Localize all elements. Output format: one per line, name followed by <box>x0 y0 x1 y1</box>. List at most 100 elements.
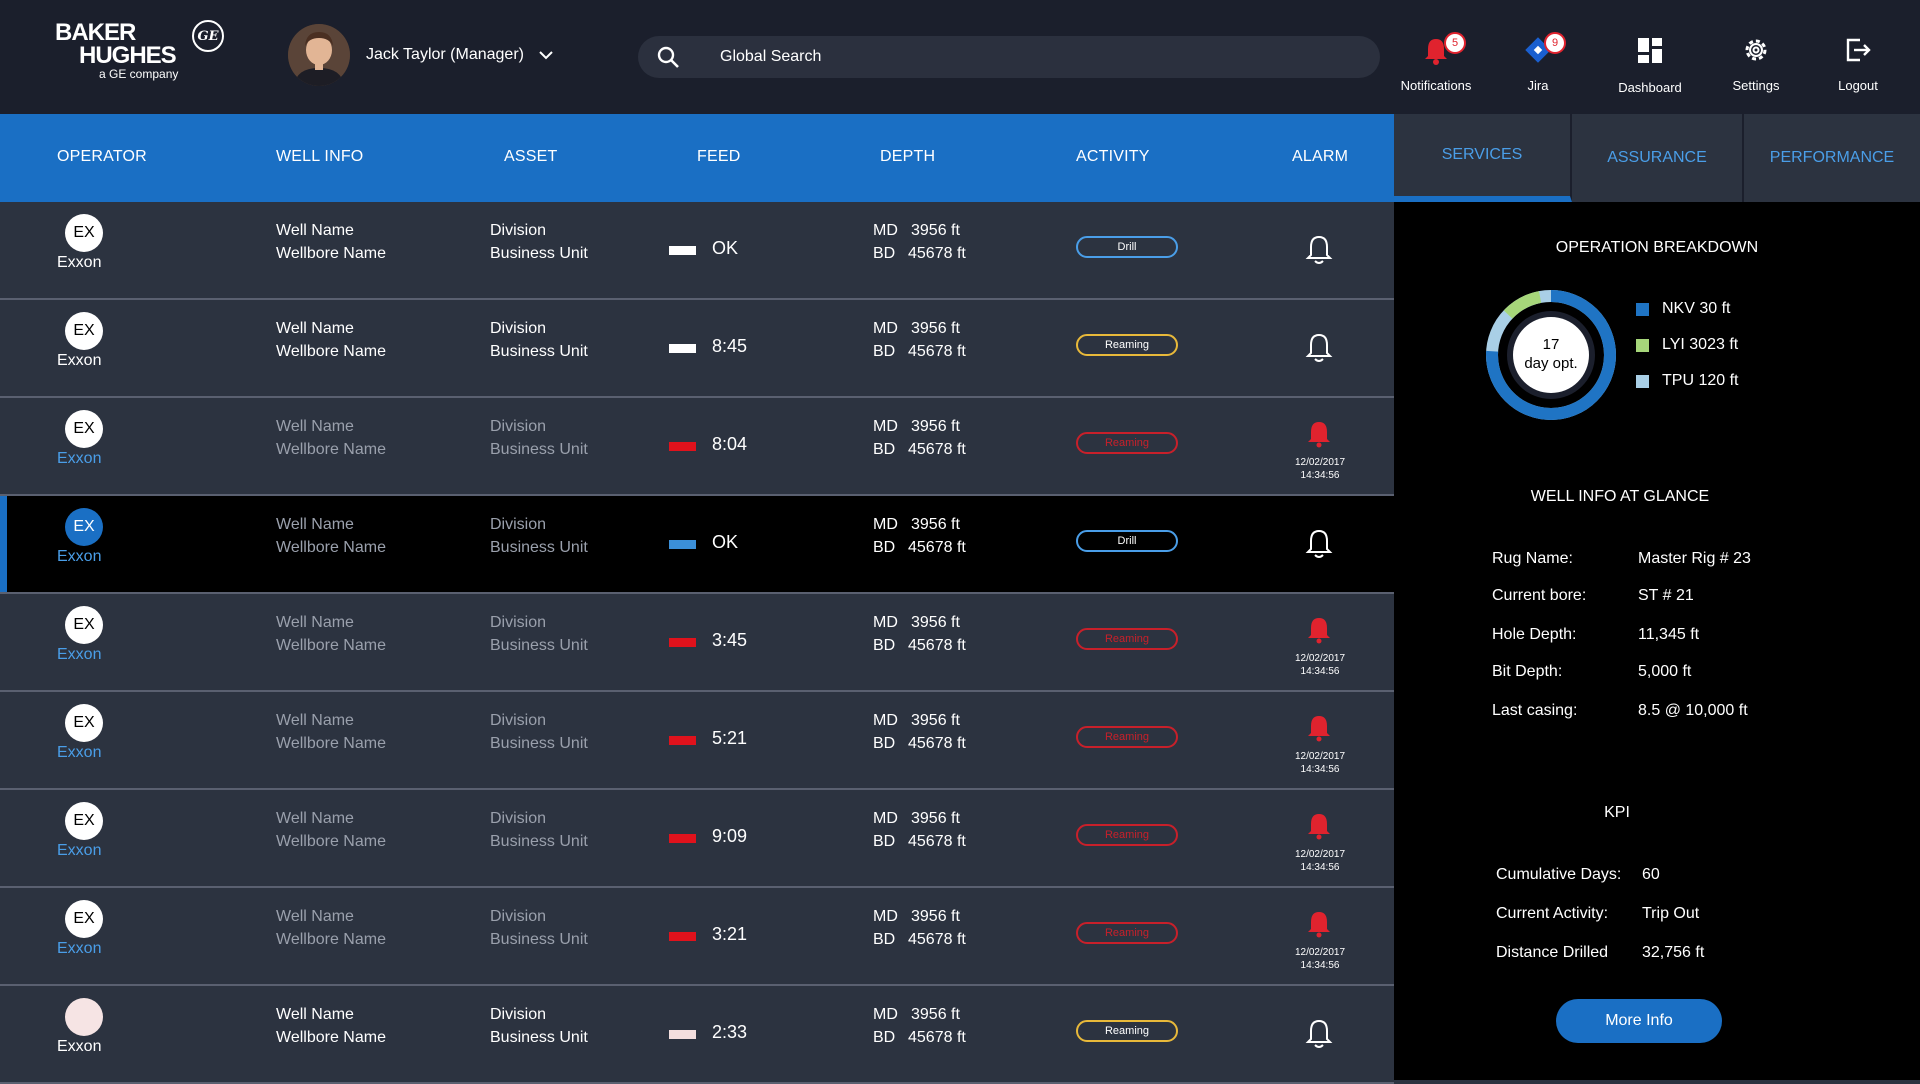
table-row[interactable]: EX Exxon Well Name Wellbore Name Division Bus… <box>0 888 1394 986</box>
operator-name[interactable]: Exxon <box>57 450 102 467</box>
activity-badge[interactable]: Reaming <box>1076 726 1178 748</box>
baker-hughes-logo[interactable]: BAKER HUGHES a GE company <box>55 21 185 82</box>
table-row[interactable]: EX Exxon Well Name Wellbore Name Division Bus… <box>0 398 1394 496</box>
alarm-timestamp: 12/02/2017 14:34:56 <box>1280 652 1360 678</box>
dashboard-button[interactable]: Dashboard <box>1600 28 1700 98</box>
tab-assurance[interactable]: ASSURANCE <box>1572 114 1744 202</box>
bd-value: 45678 ft <box>908 1029 966 1046</box>
col-depth[interactable]: DEPTH <box>880 148 936 165</box>
col-operator[interactable]: OPERATOR <box>57 148 147 165</box>
alarm-timestamp: 12/02/2017 14:34:56 <box>1280 750 1360 776</box>
operation-breakdown-title: OPERATION BREAKDOWN <box>1555 239 1759 256</box>
table-row[interactable]: EX Exxon Well Name Wellbore Name Division Bus… <box>0 202 1394 300</box>
activity-badge[interactable]: Reaming <box>1076 334 1178 356</box>
notifications-label: Notifications <box>1400 78 1472 93</box>
bd-value: 45678 ft <box>908 735 966 752</box>
table-row[interactable]: EX Exxon Well Name Wellbore Name Division Bus… <box>0 692 1394 790</box>
operator-name[interactable]: Exxon <box>57 548 102 565</box>
feed-status-bar <box>669 540 696 549</box>
details-panel: SERVICES ASSURANCE PERFORMANCE OPERATION… <box>1394 114 1920 1080</box>
well-info-title: WELL INFO AT GLANCE <box>1530 488 1710 505</box>
asset-division: Division <box>490 614 547 631</box>
bell-icon[interactable] <box>1305 1018 1333 1050</box>
operator-name[interactable]: Exxon <box>57 1038 102 1055</box>
bell-icon[interactable] <box>1305 528 1333 560</box>
more-info-button[interactable]: More Info <box>1556 999 1722 1043</box>
activity-badge[interactable]: Drill <box>1076 530 1178 552</box>
operator-name[interactable]: Exxon <box>57 842 102 859</box>
operator-name[interactable]: Exxon <box>57 744 102 761</box>
operator-name[interactable]: Exxon <box>57 940 102 957</box>
asset-division: Division <box>490 908 547 925</box>
alarm-timestamp: 12/02/2017 14:34:56 <box>1280 848 1360 874</box>
feed-value: 3:21 <box>712 924 748 944</box>
wellbore-name: Wellbore Name <box>276 735 386 752</box>
dashboard-icon <box>1634 34 1666 66</box>
tab-services[interactable]: SERVICES <box>1394 114 1572 202</box>
table-row[interactable]: EX Exxon Well Name Wellbore Name Division Bus… <box>0 594 1394 692</box>
alarm-clock: 14:34:56 <box>1300 764 1340 775</box>
wellbore-name: Wellbore Name <box>276 1029 386 1046</box>
avatar[interactable] <box>288 24 350 86</box>
logout-button[interactable]: Logout <box>1808 28 1908 98</box>
bd-label: BD <box>873 343 896 360</box>
bd-value: 45678 ft <box>908 931 966 948</box>
alarm-active-icon[interactable] <box>1306 714 1332 742</box>
well-name: Well Name <box>276 712 354 729</box>
well-name: Well Name <box>276 418 354 435</box>
well-info-label: Bit Depth: <box>1492 663 1563 680</box>
table-row[interactable]: Exxon Well Name Wellbore Name Division Busin… <box>0 986 1394 1084</box>
table-row[interactable]: EX Exxon Well Name Wellbore Name Division Bus… <box>0 790 1394 888</box>
global-search[interactable]: Global Search <box>638 36 1380 78</box>
operator-name[interactable]: Exxon <box>57 254 102 271</box>
table-row[interactable]: EX Exxon Well Name Wellbore Name Division Bus… <box>0 496 1394 594</box>
search-icon[interactable] <box>656 45 680 69</box>
alarm-active-icon[interactable] <box>1306 420 1332 448</box>
col-well-info[interactable]: WELL INFO <box>276 148 364 165</box>
alarm-active-icon[interactable] <box>1306 812 1332 840</box>
operator-name[interactable]: Exxon <box>57 352 102 369</box>
notifications-button[interactable]: 5 Notifications <box>1386 28 1486 98</box>
alarm-active-icon[interactable] <box>1306 616 1332 644</box>
asset-division: Division <box>490 1006 547 1023</box>
activity-badge[interactable]: Reaming <box>1076 922 1178 944</box>
tab-performance[interactable]: PERFORMANCE <box>1769 149 1895 166</box>
md-value: 3956 ft <box>911 614 960 631</box>
legend-swatch <box>1636 339 1649 352</box>
col-activity[interactable]: ACTIVITY <box>1076 148 1150 165</box>
wellbore-name: Wellbore Name <box>276 539 386 556</box>
bell-icon[interactable] <box>1305 332 1333 364</box>
activity-badge[interactable]: Reaming <box>1076 824 1178 846</box>
well-info-label: Rug Name: <box>1492 550 1573 567</box>
alarm-active-icon[interactable] <box>1306 910 1332 938</box>
activity-badge[interactable]: Drill <box>1076 236 1178 258</box>
feed-value: 9:09 <box>712 826 748 846</box>
legend-swatch <box>1636 375 1649 388</box>
wellbore-name: Wellbore Name <box>276 637 386 654</box>
activity-badge[interactable]: Reaming <box>1076 1020 1178 1042</box>
user-name[interactable]: Jack Taylor (Manager) <box>366 46 524 63</box>
col-feed[interactable]: FEED <box>697 148 741 165</box>
operator-avatar: EX <box>65 508 103 546</box>
table-row[interactable]: EX Exxon Well Name Wellbore Name Division Bus… <box>0 300 1394 398</box>
col-alarm[interactable]: ALARM <box>1292 148 1349 165</box>
operator-avatar: EX <box>65 606 103 644</box>
bd-value: 45678 ft <box>908 343 966 360</box>
search-input[interactable]: Global Search <box>720 48 822 65</box>
activity-badge[interactable]: Reaming <box>1076 628 1178 650</box>
jira-button[interactable]: 9 Jira <box>1488 28 1588 98</box>
chevron-down-icon[interactable] <box>538 48 554 62</box>
col-asset[interactable]: ASSET <box>504 148 558 165</box>
donut-days-value: 17 <box>1542 336 1560 353</box>
activity-badge[interactable]: Reaming <box>1076 432 1178 454</box>
legend-label: TPU 120 ft <box>1662 372 1739 389</box>
bell-icon <box>1420 34 1452 66</box>
settings-button[interactable]: Settings <box>1706 28 1806 98</box>
alarm-clock: 14:34:56 <box>1300 960 1340 971</box>
md-label: MD <box>873 418 898 435</box>
bell-icon[interactable] <box>1305 234 1333 266</box>
operator-name[interactable]: Exxon <box>57 646 102 663</box>
bd-label: BD <box>873 833 896 850</box>
bd-value: 45678 ft <box>908 245 966 262</box>
panel-tabs: SERVICES ASSURANCE PERFORMANCE <box>1394 114 1920 202</box>
